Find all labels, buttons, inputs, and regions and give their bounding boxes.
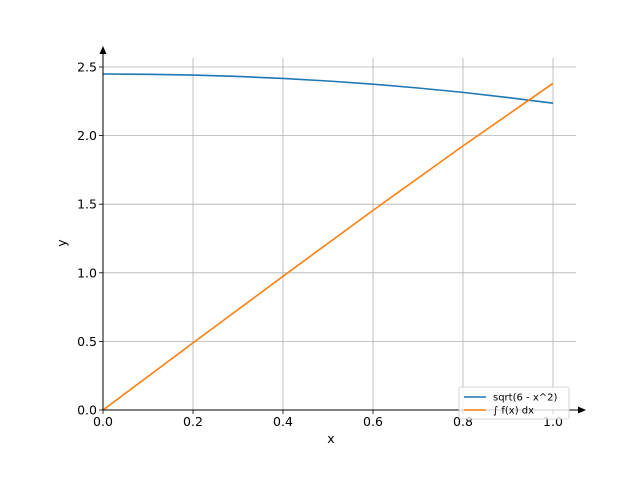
x-tick-label: 0.6 — [363, 414, 383, 429]
legend-label-0: sqrt(6 - x^2) — [493, 393, 557, 404]
legend: sqrt(6 - x^2) ∫ f(x) dx — [458, 386, 570, 420]
x-tick-label: 0.2 — [183, 414, 203, 429]
y-tick-label: 2.5 — [77, 60, 97, 75]
y-tick-label: 0.0 — [77, 403, 97, 418]
series-line-0 — [102, 73, 554, 105]
y-tick-label: 2.0 — [77, 128, 97, 143]
y-tick-label: 1.5 — [77, 197, 97, 212]
y-axis-label: y — [54, 239, 69, 247]
y-axis-arrow — [99, 46, 107, 54]
ticks: 0.0 0.2 0.4 0.6 0.8 1.00.00.51.01.52.02.5 — [77, 60, 563, 430]
series-layer — [102, 73, 554, 411]
legend-frame — [458, 386, 570, 420]
x-axis-label: x — [327, 431, 334, 446]
x-axis-arrow — [578, 406, 586, 414]
x-tick-label: 0.4 — [273, 414, 293, 429]
y-tick-label: 0.5 — [77, 334, 97, 349]
legend-label-1: ∫ f(x) dx — [493, 406, 534, 417]
y-tick-label: 1.0 — [77, 265, 97, 280]
series-line-1 — [102, 82, 554, 411]
x-tick-label: 0.0 — [93, 414, 113, 429]
grid — [103, 58, 576, 410]
